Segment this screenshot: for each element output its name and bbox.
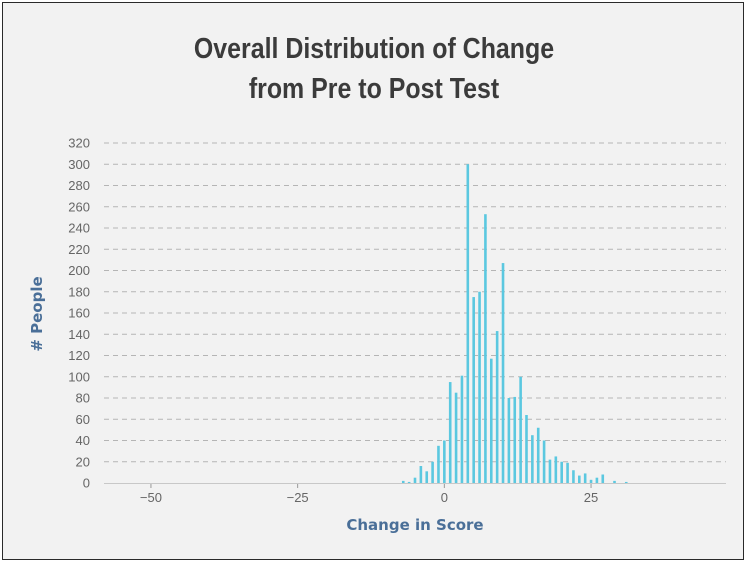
histogram-bar [437,445,440,483]
histogram-bar [583,473,587,483]
histogram-bar [419,466,423,483]
histogram-bar [513,396,517,483]
x-tick-label: 0 [441,490,448,505]
histogram-bar [478,291,481,483]
y-tick-label: 280 [68,178,90,193]
chart-title-line-2: from Pre to Post Test [248,73,500,105]
histogram-bar [431,461,434,483]
histogram-bar [572,470,575,483]
histogram-bar [472,297,475,483]
histogram-bar [448,382,452,483]
y-tick-label: 240 [68,221,90,236]
histogram-bar [501,263,505,483]
histogram-bar [401,480,405,484]
histogram-bar [536,427,540,483]
histogram-bar [507,398,511,483]
y-tick-label: 260 [68,199,90,214]
y-tick-label: 220 [68,242,90,257]
y-tick-label: 160 [68,306,90,321]
histogram-bar [542,440,546,483]
y-tick-label: 80 [76,391,90,406]
grid-lines [104,142,726,463]
histogram-bar [554,456,558,483]
histogram-bar [460,375,464,483]
x-axis-label: Change in Score [346,516,483,534]
histogram-bar [519,376,522,483]
y-axis-label: # People [28,276,46,351]
y-tick-label: 40 [76,433,90,448]
x-tick-label: −50 [140,490,162,505]
y-tick-label: 180 [68,284,90,299]
y-tick-label: 320 [68,136,90,151]
histogram-bar [443,440,446,483]
histogram-bar [495,331,499,483]
x-axis-ticks: −50 −25 0 25 [140,483,598,505]
histogram-bar [595,477,599,483]
histogram-bar [425,471,429,483]
chart-title-line-1: Overall Distribution of Change [193,33,555,65]
y-tick-label: 20 [76,454,90,469]
x-tick-label: −25 [287,490,309,505]
histogram-bar [525,415,528,483]
y-tick-label: 100 [68,369,90,384]
histogram-bar [489,358,493,483]
histogram-bar [624,481,628,483]
y-tick-label: 60 [76,412,90,427]
y-tick-label: 140 [68,327,90,342]
bars [401,164,628,484]
histogram-bar [454,392,458,483]
y-tick-label: 300 [68,157,90,172]
histogram-bar [560,461,563,483]
y-tick-label: 120 [68,348,90,363]
histogram-bar [566,462,569,483]
histogram-bar [531,435,534,483]
histogram-bar [613,480,616,484]
histogram-bar [578,475,581,483]
histogram-bar [484,214,487,483]
y-tick-label: 0 [83,476,90,491]
histogram-bar [601,474,605,483]
histogram-bar [466,164,470,483]
y-axis-ticks: 0 20 40 60 80 100 120 140 160 180 200 220 240 260 280 3… [68,136,90,491]
histogram-bar [548,459,552,484]
histogram-bar [407,481,411,483]
y-tick-label: 200 [68,263,90,278]
histogram-bar [413,477,417,483]
histogram-bar [589,479,593,483]
chart-title: Overall Distribution of Change from Pre … [55,29,693,109]
x-tick-label: 25 [584,490,598,505]
